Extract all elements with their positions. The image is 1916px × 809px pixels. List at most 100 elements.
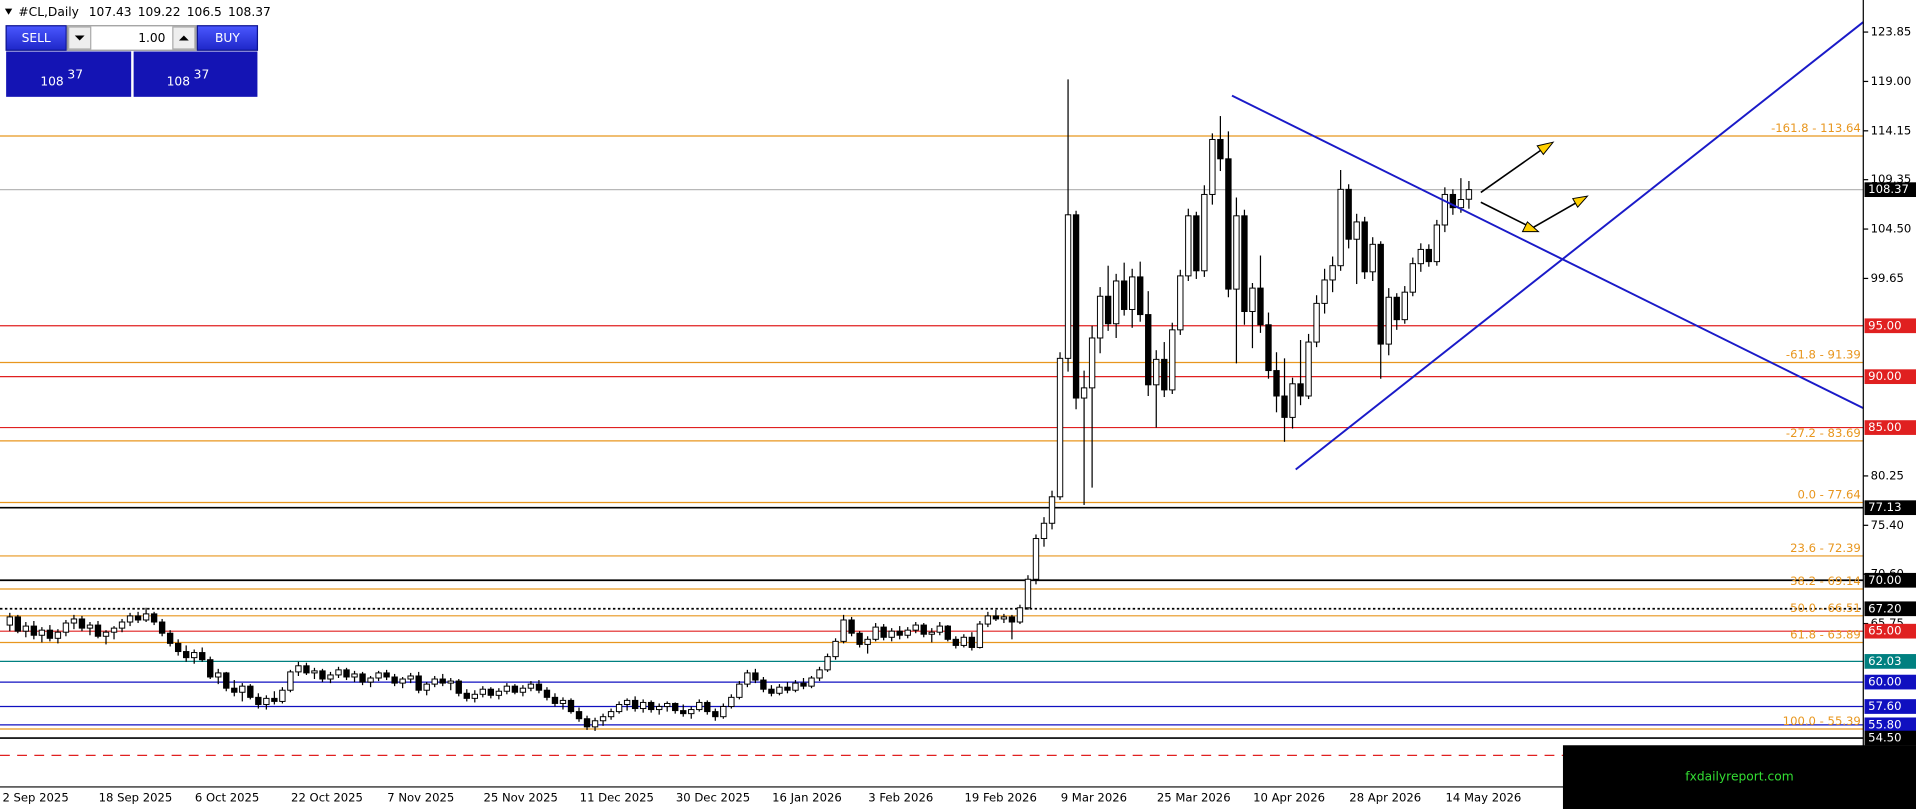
candle-body — [1225, 158, 1232, 290]
candle-body — [223, 672, 230, 689]
candle-body — [1024, 578, 1032, 609]
candle-body — [720, 706, 727, 718]
candle-body — [1129, 276, 1136, 310]
candle-body — [888, 630, 895, 638]
x-tick-label: 6 Oct 2025 — [195, 790, 259, 804]
price-label: 77.13 — [1868, 500, 1901, 514]
candle-body — [816, 669, 823, 679]
price-label-box — [1864, 674, 1916, 690]
candle-body — [367, 677, 374, 683]
fib-label: -61.8 - 91.39 — [1786, 348, 1861, 362]
candle-body — [1257, 287, 1264, 326]
candle-body — [1433, 224, 1441, 263]
candle-body — [1169, 329, 1176, 391]
candle-body — [904, 629, 911, 636]
candle-body — [1401, 291, 1408, 321]
fib-label: 38.2 - 69.14 — [1790, 574, 1861, 588]
sell-price[interactable] — [6, 51, 132, 97]
candle-body — [1321, 279, 1328, 304]
candle-body — [1153, 358, 1160, 386]
candle-body — [1449, 193, 1457, 209]
candle-body — [247, 685, 254, 698]
candle-body — [928, 631, 935, 635]
candle-body — [423, 683, 430, 691]
candle-body — [1409, 263, 1416, 293]
sell-button[interactable] — [5, 25, 67, 51]
candle-body — [736, 683, 743, 698]
candle-body — [487, 688, 495, 696]
candle-body — [784, 686, 791, 691]
candle-body — [351, 673, 358, 678]
candle-body — [656, 706, 663, 711]
candle-body — [1120, 280, 1128, 310]
candle-body — [880, 626, 887, 638]
fib-label: -27.2 - 83.69 — [1786, 426, 1861, 440]
candle-body — [599, 716, 607, 722]
candle-body — [1185, 215, 1192, 277]
buy-price-small: 37 — [194, 67, 210, 81]
icon — [178, 35, 189, 41]
candle-body — [583, 718, 591, 728]
buy-button[interactable] — [196, 25, 259, 51]
candle-body — [1241, 215, 1248, 313]
trend-line — [1231, 94, 1864, 410]
price-label-box — [1864, 369, 1916, 385]
price-label: 60.00 — [1868, 675, 1901, 689]
candle-body — [415, 675, 422, 691]
price-label-box — [1864, 572, 1916, 588]
price-label-box — [1864, 318, 1916, 334]
candle-body — [463, 692, 470, 699]
candle-body — [1273, 370, 1280, 397]
candle-body — [1201, 193, 1208, 272]
fib-label: 23.6 - 72.39 — [1790, 541, 1861, 555]
price-label: 65.00 — [1868, 624, 1901, 638]
sell-price-small: 37 — [67, 67, 83, 81]
candle-body — [447, 680, 454, 684]
price-label: 108.37 — [1868, 182, 1909, 196]
buy-label: BUY — [215, 31, 240, 45]
candle-body — [824, 656, 831, 671]
buy-price[interactable] — [133, 51, 258, 97]
candle-body — [952, 638, 960, 646]
candle-body — [1145, 314, 1152, 386]
candle-body — [1008, 616, 1016, 623]
icon — [74, 35, 85, 41]
x-tick-label: 7 Nov 2025 — [387, 790, 454, 804]
fib-label: -161.8 - 113.64 — [1771, 121, 1861, 135]
candle-body — [639, 701, 647, 710]
candle-body — [984, 615, 992, 625]
candle-body — [271, 697, 278, 702]
candle-body — [800, 682, 807, 687]
candle-body — [1137, 276, 1144, 316]
candle-body — [102, 631, 110, 637]
candle-body — [335, 669, 342, 676]
candle-body — [575, 711, 583, 720]
close: 108.37 — [228, 5, 271, 19]
candle-body — [14, 616, 22, 632]
candle-body — [527, 683, 535, 689]
candle-body — [936, 625, 943, 633]
candle-body — [856, 632, 863, 645]
x-tick-label: 10 Apr 2026 — [1253, 790, 1325, 804]
candle-body — [399, 678, 406, 684]
candle-body — [567, 699, 575, 713]
y-tick-label: 114.15 — [1871, 123, 1912, 137]
candle-body — [495, 690, 503, 696]
price-label: 54.50 — [1868, 731, 1901, 745]
candle-body — [6, 616, 13, 626]
candle-body — [944, 625, 951, 640]
x-tick-label: 16 Jan 2026 — [772, 790, 842, 804]
candle-body — [647, 701, 655, 711]
y-tick-label: 99.65 — [1871, 271, 1904, 285]
price-label-box — [1864, 717, 1916, 733]
candle-body — [134, 615, 142, 621]
price-label-box — [1864, 623, 1916, 639]
buy-price-big: 108 — [167, 75, 190, 89]
candle-body — [343, 669, 350, 678]
candle-body — [174, 642, 182, 653]
price-label: 57.60 — [1868, 699, 1901, 713]
candle-body — [1353, 221, 1360, 240]
price-label-box — [1864, 730, 1916, 746]
candle-body — [511, 685, 519, 693]
